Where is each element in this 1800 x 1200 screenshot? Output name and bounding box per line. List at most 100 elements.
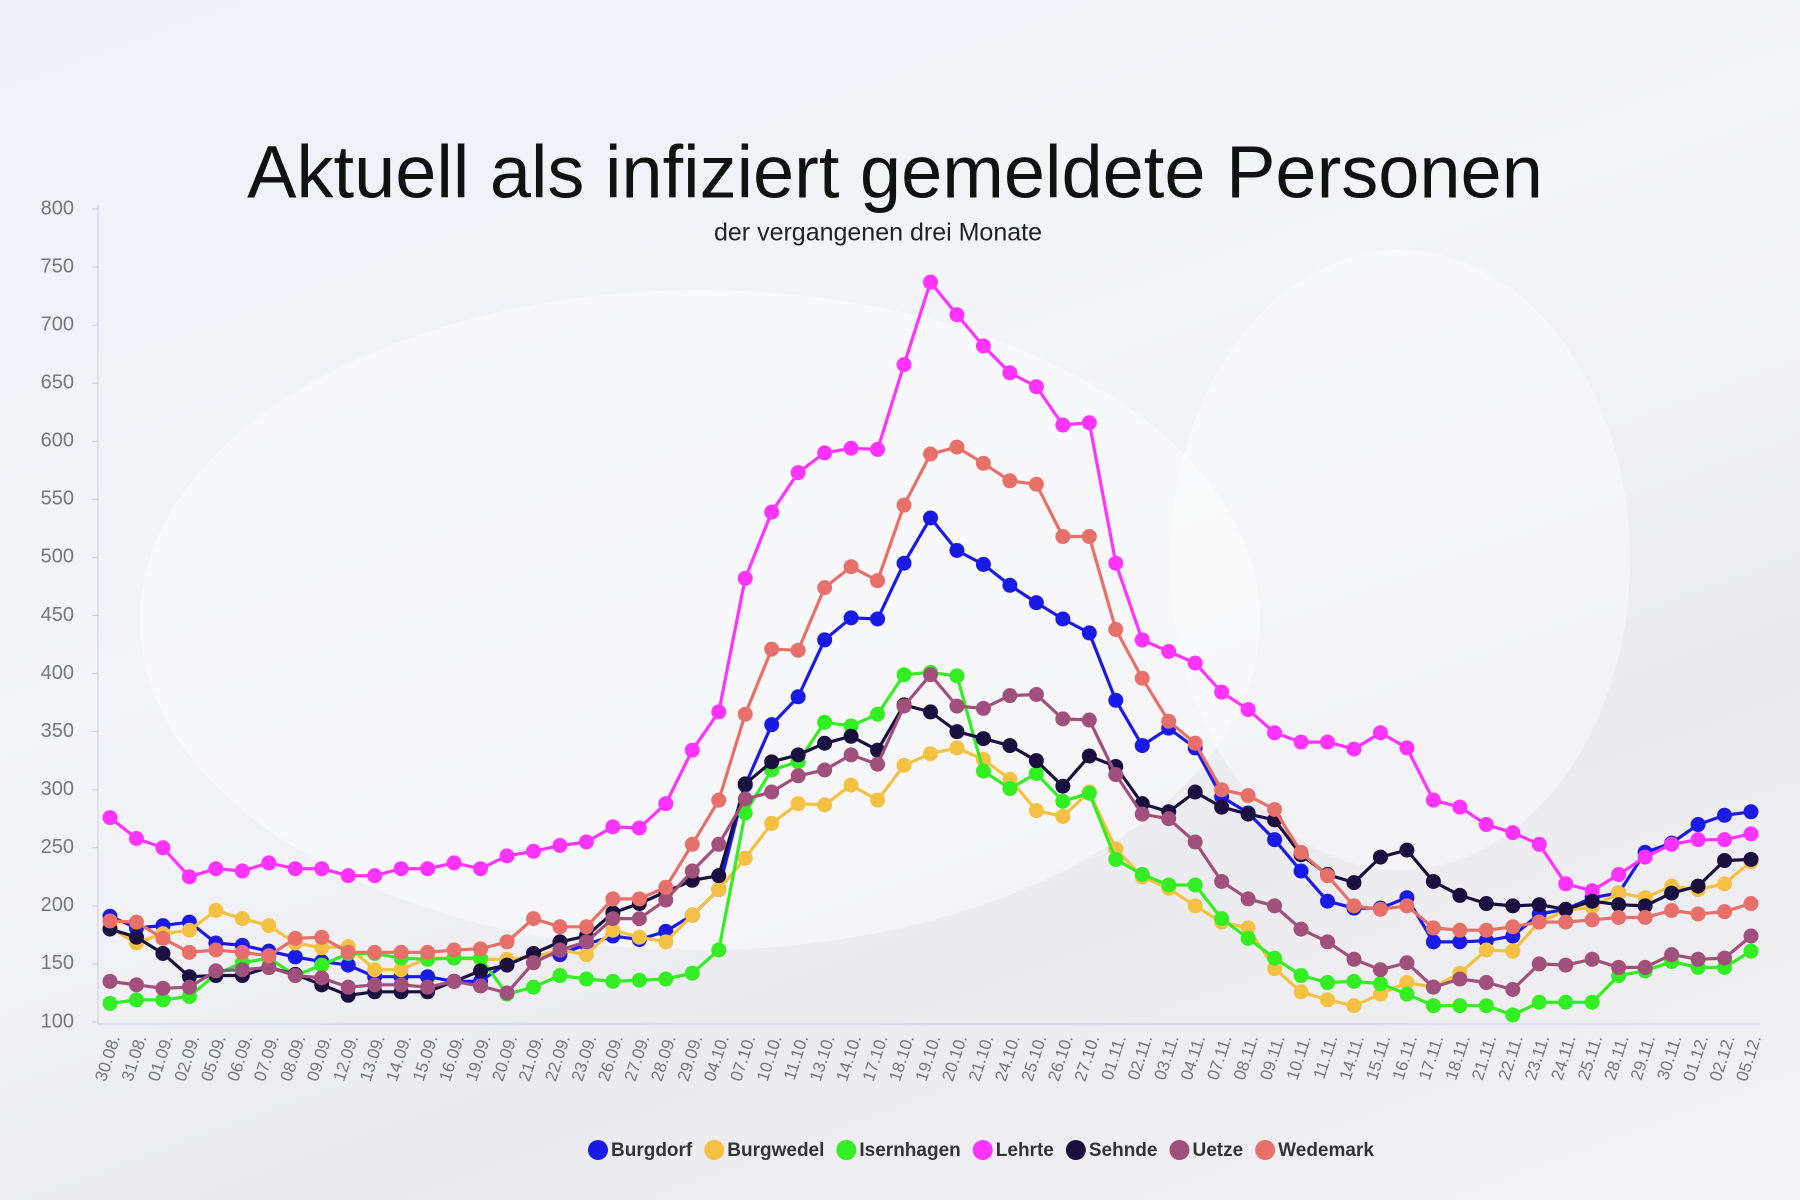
data-point: [817, 580, 833, 596]
legend-marker: [1169, 1140, 1190, 1160]
data-point: [1558, 876, 1574, 892]
data-point: [1558, 957, 1574, 973]
data-point: [1611, 866, 1627, 882]
data-point: [1002, 577, 1018, 593]
data-point: [949, 439, 965, 455]
data-point: [1372, 986, 1388, 1002]
data-point: [1267, 898, 1283, 914]
data-point: [393, 861, 409, 877]
data-point: [1320, 975, 1336, 991]
data-point: [1664, 885, 1680, 901]
data-point: [1267, 725, 1283, 741]
legend: Burgdorf Burgwedel Isernhagen Lehrte Sehnde U…: [588, 1140, 1374, 1161]
data-point: [1452, 998, 1468, 1014]
data-point: [1055, 417, 1071, 433]
data-point: [1028, 686, 1044, 702]
data-point: [1187, 898, 1203, 914]
data-point: [896, 667, 912, 683]
legend-label: Sehnde: [1089, 1140, 1158, 1161]
data-point: [1531, 994, 1547, 1010]
data-point: [1372, 725, 1388, 741]
data-point: [843, 747, 859, 763]
data-point: [102, 810, 118, 826]
data-point: [764, 815, 780, 831]
data-point: [525, 955, 541, 971]
data-point: [1584, 994, 1600, 1010]
data-point: [1055, 778, 1071, 794]
data-point: [684, 907, 700, 923]
data-point: [1346, 998, 1362, 1014]
data-point: [1240, 702, 1256, 718]
data-point: [1161, 811, 1177, 827]
data-point: [128, 914, 144, 930]
data-point: [631, 911, 647, 927]
data-point: [1346, 951, 1362, 967]
data-point: [578, 947, 594, 963]
data-point: [578, 919, 594, 935]
data-point: [975, 338, 991, 354]
data-point: [1584, 893, 1600, 909]
data-point: [1584, 912, 1600, 928]
data-point: [790, 642, 806, 658]
data-point: [340, 979, 356, 995]
data-point: [1452, 799, 1468, 815]
data-point: [1717, 853, 1733, 869]
data-point: [870, 441, 886, 457]
data-point: [1240, 891, 1256, 907]
data-point: [367, 944, 383, 960]
y-tick-label: 700: [41, 313, 74, 335]
data-point: [658, 934, 674, 950]
data-point: [711, 942, 727, 958]
data-point: [764, 754, 780, 770]
data-point: [949, 698, 965, 714]
data-point: [340, 944, 356, 960]
data-point: [1611, 885, 1627, 901]
data-point: [1081, 785, 1097, 801]
data-point: [128, 992, 144, 1008]
data-point: [181, 922, 197, 938]
data-point: [1267, 961, 1283, 977]
data-point: [843, 777, 859, 793]
data-point: [1108, 621, 1124, 637]
data-point: [367, 962, 383, 978]
data-point: [1134, 806, 1150, 822]
data-point: [1478, 942, 1494, 958]
data-point: [155, 840, 171, 856]
data-point: [843, 718, 859, 734]
data-point: [843, 559, 859, 575]
data-point: [870, 756, 886, 772]
data-point: [817, 445, 833, 461]
data-point: [1108, 692, 1124, 708]
data-point: [1478, 998, 1494, 1014]
data-point: [499, 848, 515, 864]
data-point: [631, 972, 647, 988]
chart-subtitle: der vergangenen drei Monate: [714, 219, 1042, 247]
data-point: [1267, 832, 1283, 848]
data-point: [1108, 767, 1124, 783]
data-point: [1293, 863, 1309, 879]
data-point: [1505, 943, 1521, 959]
data-point: [658, 879, 674, 895]
data-point: [1399, 740, 1415, 756]
y-tick-label: 600: [41, 430, 74, 452]
data-point: [1717, 807, 1733, 823]
data-point: [1002, 688, 1018, 704]
data-point: [340, 868, 356, 884]
data-point: [1584, 883, 1600, 899]
data-point: [1108, 851, 1124, 867]
data-point: [711, 836, 727, 852]
data-point: [843, 728, 859, 744]
data-point: [1743, 896, 1759, 912]
y-tick-label: 200: [41, 894, 74, 916]
data-point: [1267, 801, 1283, 817]
data-point: [578, 971, 594, 987]
data-point: [1743, 928, 1759, 944]
data-point: [1055, 529, 1071, 545]
data-point: [1372, 976, 1388, 992]
y-tick-label: 100: [41, 1010, 74, 1032]
data-point: [1558, 901, 1574, 917]
data-point: [684, 836, 700, 852]
data-point: [1637, 849, 1653, 865]
data-point: [1187, 655, 1203, 671]
data-point: [393, 944, 409, 960]
